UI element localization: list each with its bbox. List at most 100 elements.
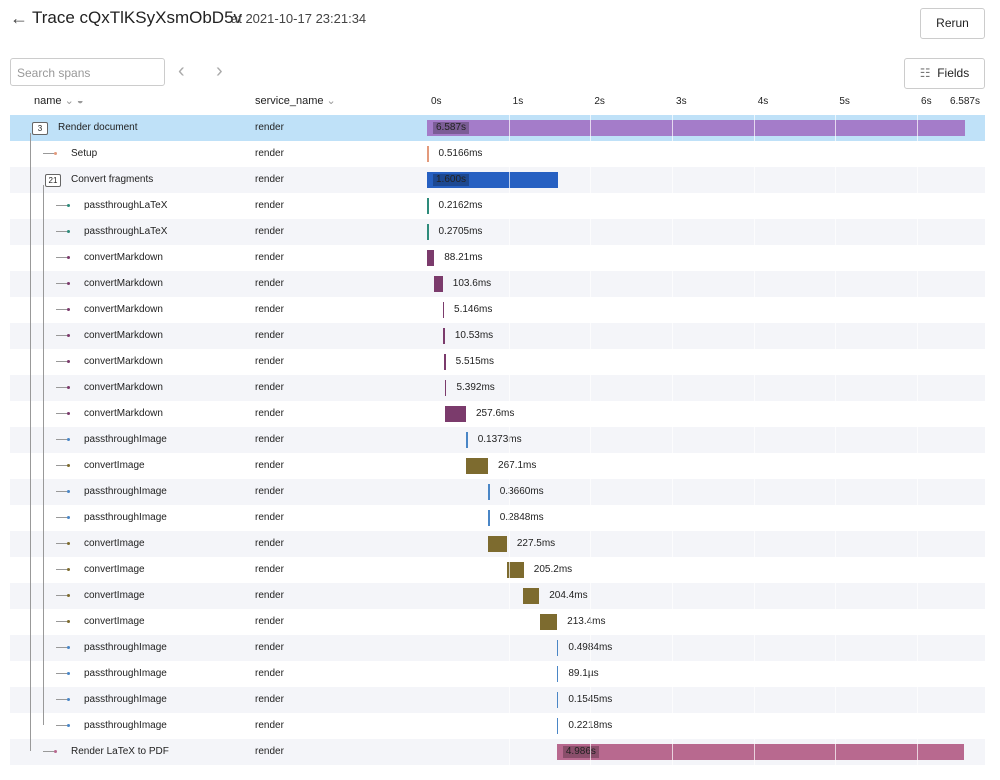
duration-label: 0.2705ms: [438, 226, 483, 237]
span-service: render: [255, 460, 284, 471]
service-column-header[interactable]: service_name ⌄: [255, 95, 336, 107]
span-service: render: [255, 252, 284, 263]
span-service: render: [255, 330, 284, 341]
span-row[interactable]: 3 Render document render 6.587s: [10, 115, 985, 141]
span-dot: [54, 750, 57, 753]
span-service: render: [255, 642, 284, 653]
duration-label: 205.2ms: [533, 564, 573, 575]
span-row[interactable]: passthroughImage render 0.2218ms: [10, 713, 985, 739]
duration-label: 204.4ms: [549, 590, 588, 601]
span-name: passthroughImage: [84, 512, 167, 523]
span-bar: [427, 224, 429, 240]
tree-connector: [56, 465, 67, 466]
span-row[interactable]: passthroughImage render 0.1373ms: [10, 427, 985, 453]
x-tick-label: 2s: [594, 96, 605, 107]
grid-line: [672, 115, 674, 765]
rerun-button[interactable]: Rerun: [920, 8, 985, 39]
span-service: render: [255, 408, 284, 419]
span-dot: [67, 230, 70, 233]
span-bar: [427, 250, 435, 266]
span-service: render: [255, 148, 284, 159]
span-bar: [556, 640, 559, 656]
span-dot: [54, 152, 57, 155]
span-name: Convert fragments: [71, 174, 154, 185]
x-tick-label: 6.587s: [949, 96, 980, 107]
span-bar: [488, 484, 490, 500]
span-name: convertMarkdown: [84, 278, 163, 289]
span-dot: [67, 308, 70, 311]
tree-connector: [56, 257, 67, 258]
span-row[interactable]: passthroughImage render 0.1545ms: [10, 687, 985, 713]
duration-label: 6.587s: [433, 122, 470, 134]
span-row[interactable]: convertImage render 204.4ms: [10, 583, 985, 609]
span-dot: [67, 412, 70, 415]
x-tick-label: 5s: [839, 96, 850, 107]
duration-label: 103.6ms: [452, 278, 492, 289]
tree-connector: [56, 361, 67, 362]
span-bar: [556, 692, 559, 708]
span-row[interactable]: convertMarkdown render 5.392ms: [10, 375, 985, 401]
span-dot: [67, 516, 70, 519]
span-name: passthroughImage: [84, 486, 167, 497]
duration-label: 5.515ms: [455, 356, 494, 367]
span-row[interactable]: passthroughImage render 89.1µs: [10, 661, 985, 687]
span-row[interactable]: passthroughLaTeX render 0.2162ms: [10, 193, 985, 219]
duration-label: 1.600s: [433, 174, 470, 186]
duration-label: 4.986s: [562, 746, 599, 758]
span-row[interactable]: convertImage render 213.4ms: [10, 609, 985, 635]
span-name: convertMarkdown: [84, 356, 163, 367]
span-service: render: [255, 226, 284, 237]
tree-connector: [56, 699, 67, 700]
span-dot: [67, 204, 70, 207]
tree-connector: [56, 231, 67, 232]
span-name: passthroughImage: [84, 642, 167, 653]
back-arrow[interactable]: ←: [10, 8, 28, 28]
span-row[interactable]: convertMarkdown render 5.515ms: [10, 349, 985, 375]
tree-line: [30, 133, 31, 751]
span-row[interactable]: passthroughImage render 0.3660ms: [10, 479, 985, 505]
span-dot: [67, 256, 70, 259]
tree-line: [43, 185, 44, 725]
span-service: render: [255, 564, 284, 575]
span-bar: [539, 614, 558, 630]
duration-label: 88.21ms: [444, 252, 483, 263]
span-row[interactable]: convertImage render 227.5ms: [10, 531, 985, 557]
span-service: render: [255, 434, 284, 445]
grid-line: [917, 115, 919, 765]
span-bar: [427, 120, 965, 136]
name-column-header[interactable]: name ⌄ ◒: [34, 95, 84, 107]
span-row[interactable]: convertMarkdown render 88.21ms: [10, 245, 985, 271]
span-service: render: [255, 382, 284, 393]
span-row[interactable]: convertImage render 205.2ms: [10, 557, 985, 583]
span-row[interactable]: convertImage render 267.1ms: [10, 453, 985, 479]
trace-timestamp: at 2021-10-17 23:21:34: [231, 11, 367, 26]
span-service: render: [255, 538, 284, 549]
tree-connector: [56, 725, 67, 726]
span-dot: [67, 464, 70, 467]
search-input[interactable]: Search spans: [10, 58, 165, 86]
span-dot: [67, 646, 70, 649]
span-service: render: [255, 746, 284, 757]
duration-label: 0.2218ms: [568, 713, 612, 739]
span-name: passthroughImage: [84, 668, 167, 679]
span-row[interactable]: convertMarkdown render 10.53ms: [10, 323, 985, 349]
prev-button[interactable]: ‹: [178, 60, 185, 82]
span-row[interactable]: passthroughImage render 0.4984ms: [10, 635, 985, 661]
span-service: render: [255, 512, 284, 523]
duration-label: 0.4984ms: [568, 635, 612, 661]
tree-connector: [56, 647, 67, 648]
span-row[interactable]: convertMarkdown render 257.6ms: [10, 401, 985, 427]
span-row[interactable]: 21 Convert fragments render 1.600s: [10, 167, 985, 193]
span-name: convertMarkdown: [84, 382, 163, 393]
duration-label: 0.5166ms: [438, 148, 483, 159]
fields-button[interactable]: ☷ Fields: [904, 58, 985, 89]
span-row[interactable]: passthroughLaTeX render 0.2705ms: [10, 219, 985, 245]
span-row[interactable]: passthroughImage render 0.2848ms: [10, 505, 985, 531]
span-name: convertImage: [84, 460, 145, 471]
span-row[interactable]: convertMarkdown render 103.6ms: [10, 271, 985, 297]
span-row[interactable]: Setup render 0.5166ms: [10, 141, 985, 167]
tree-connector: [56, 569, 67, 570]
span-row[interactable]: convertMarkdown render 5.146ms: [10, 297, 985, 323]
next-button[interactable]: ›: [216, 60, 223, 82]
span-row[interactable]: Render LaTeX to PDF render 4.986s: [10, 739, 985, 765]
